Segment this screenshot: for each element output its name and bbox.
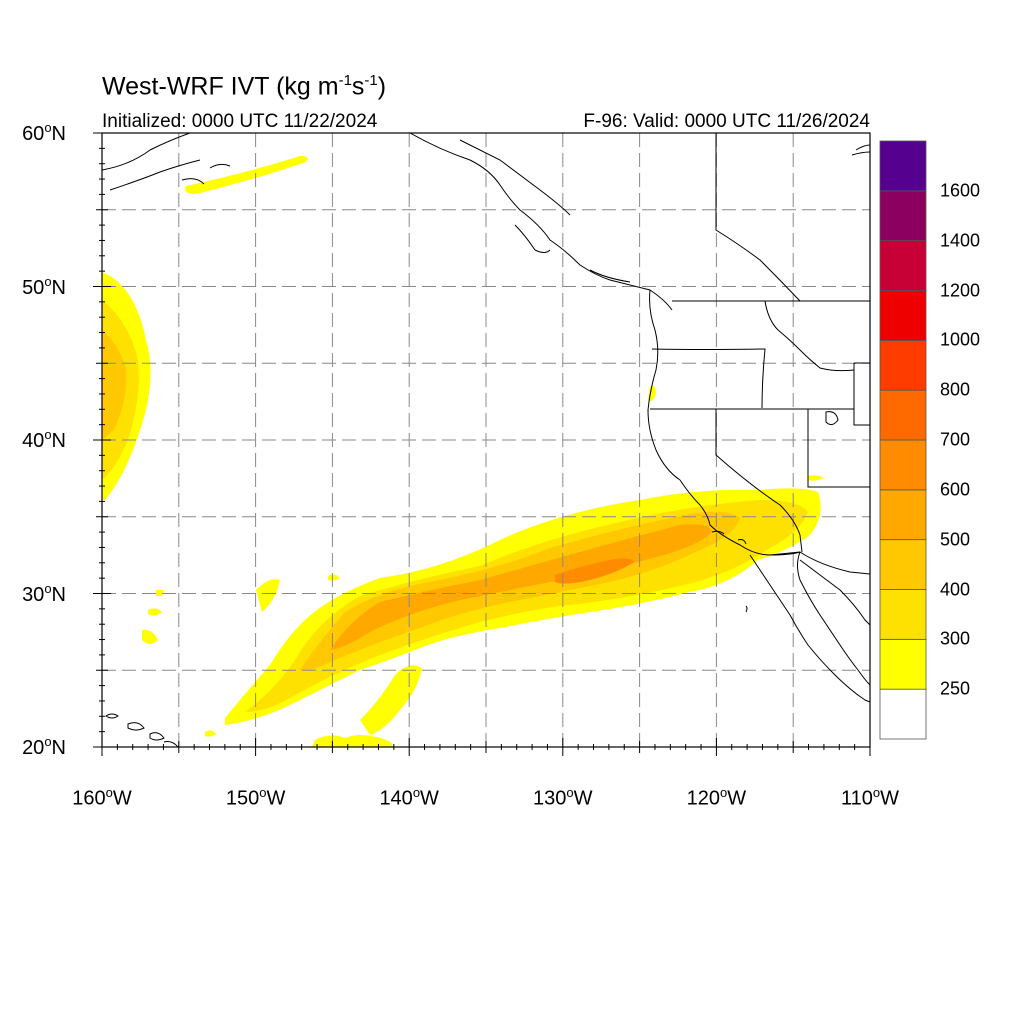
ivt-speckle bbox=[205, 730, 216, 737]
ivt-region-north-filament bbox=[185, 156, 308, 194]
colorbar-swatch bbox=[879, 389, 927, 441]
coastlines bbox=[102, 133, 870, 747]
valid-time: F-96: Valid: 0000 UTC 11/26/2024 bbox=[583, 111, 870, 132]
colorbar-swatch bbox=[879, 539, 927, 590]
lat-tick-label: 20oN bbox=[22, 734, 66, 759]
ivt-region-ar-600 bbox=[555, 558, 634, 584]
colorbar-label: 250 bbox=[940, 678, 971, 699]
ivt-speckle bbox=[148, 608, 162, 616]
lat-tick-label: 50oN bbox=[22, 273, 66, 299]
political-borders bbox=[459, 133, 870, 575]
ivt-region-inland bbox=[808, 475, 824, 481]
colorbar-swatch bbox=[879, 190, 927, 242]
colorbar-swatch bbox=[879, 489, 927, 541]
colorbar-label: 600 bbox=[940, 479, 971, 500]
ivt-shading bbox=[102, 156, 824, 747]
colorbar-swatch bbox=[879, 638, 927, 690]
plot-title: West-WRF IVT (kg m-1s-1) bbox=[102, 72, 387, 101]
initialized-time: Initialized: 0000 UTC 11/22/2024 bbox=[102, 111, 378, 132]
ivt-speckle bbox=[142, 629, 158, 644]
lon-tick-label: 130oW bbox=[533, 785, 593, 810]
ivt-region-branch-south bbox=[312, 735, 393, 747]
lat-tick-label: 30oN bbox=[22, 580, 66, 606]
colorbar-swatch bbox=[879, 688, 927, 740]
ivt-speckle bbox=[156, 590, 164, 596]
colorbar-label: 1600 bbox=[940, 180, 981, 201]
colorbar-label: 700 bbox=[940, 429, 971, 450]
colorbar-label: 1400 bbox=[940, 230, 981, 251]
colorbar-label: 1000 bbox=[940, 329, 981, 350]
lat-tick-label: 60oN bbox=[22, 120, 66, 145]
colorbar-swatch bbox=[879, 339, 927, 391]
ivt-region-west-inner bbox=[102, 330, 127, 440]
colorbar-swatch bbox=[879, 589, 927, 640]
colorbar-swatch bbox=[879, 140, 927, 192]
ivt-region-branch bbox=[360, 665, 422, 735]
colorbar-label: 800 bbox=[940, 379, 971, 400]
lon-tick-label: 120oW bbox=[686, 785, 747, 810]
ivt-region-ar-500 bbox=[330, 524, 712, 650]
colorbar-label: 300 bbox=[940, 628, 971, 649]
lon-tick-label: 150oW bbox=[225, 785, 286, 810]
colorbar-label: 500 bbox=[940, 529, 971, 550]
ivt-speckle bbox=[328, 574, 340, 581]
lon-tick-label: 140oW bbox=[379, 785, 439, 810]
lat-lon-grid bbox=[102, 133, 870, 747]
colorbar bbox=[879, 140, 927, 740]
colorbar-swatch bbox=[879, 290, 927, 341]
colorbar-swatch bbox=[879, 439, 927, 491]
colorbar-label: 400 bbox=[940, 579, 971, 599]
ivt-speckle bbox=[256, 579, 280, 612]
lon-tick-label: 160oW bbox=[72, 785, 132, 810]
lat-tick-label: 40oN bbox=[22, 427, 66, 452]
axis-ticks bbox=[93, 132, 871, 756]
colorbar-label: 1200 bbox=[940, 280, 981, 300]
colorbar-swatch bbox=[879, 240, 927, 291]
lon-tick-label: 110oW bbox=[840, 785, 900, 810]
